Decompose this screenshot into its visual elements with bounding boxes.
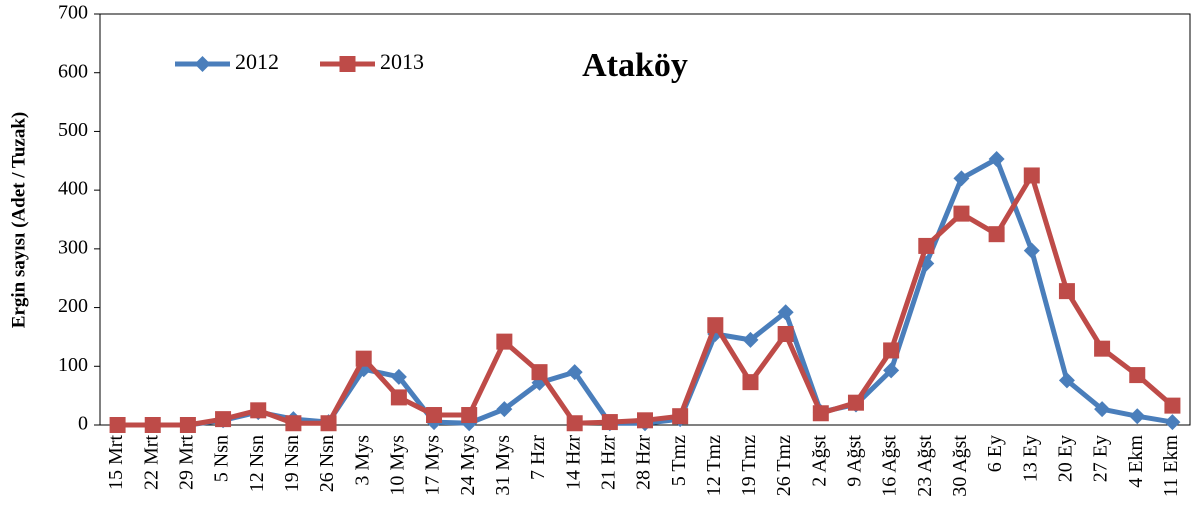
data-point xyxy=(777,325,794,342)
x-tick-label: 2 Ağst xyxy=(808,435,830,487)
x-tick-label: 15 Mrt xyxy=(105,435,127,490)
x-tick-label: 20 Ey xyxy=(1055,435,1077,482)
series-line xyxy=(117,156,1173,428)
x-tick-label: 22 Mrt xyxy=(140,435,162,490)
data-point xyxy=(988,151,1005,168)
x-tick-label: 28 Hzr xyxy=(633,435,655,490)
data-point xyxy=(1023,167,1040,184)
legend-marker xyxy=(339,56,356,72)
data-point xyxy=(918,255,935,272)
x-tick-label: 26 Nsn xyxy=(316,435,338,492)
data-point xyxy=(215,411,232,428)
x-tick-label: 9 Ağst xyxy=(844,435,866,487)
data-point xyxy=(1164,397,1181,414)
data-point xyxy=(742,331,759,348)
data-point xyxy=(847,394,864,411)
x-tick-label: 10 Mys xyxy=(386,435,408,496)
x-tick-label: 12 Nsn xyxy=(246,435,268,492)
x-tick-label: 26 Tmz xyxy=(773,435,795,496)
x-tick-label: 24 Mys xyxy=(457,435,479,496)
x-tick-label: 29 Mrt xyxy=(175,435,197,490)
data-point xyxy=(109,417,126,433)
y-tick-label: 600 xyxy=(58,60,88,82)
data-point xyxy=(496,401,513,418)
x-tick-label: 11 Ekm xyxy=(1160,435,1182,497)
data-point xyxy=(179,417,196,433)
data-point xyxy=(1129,367,1146,384)
data-point xyxy=(426,407,443,424)
data-point xyxy=(531,364,548,381)
data-point xyxy=(1094,401,1111,418)
data-point xyxy=(144,417,161,433)
data-point xyxy=(355,350,372,367)
x-tick-label: 17 Mys xyxy=(422,435,444,496)
series-line xyxy=(117,172,1175,428)
data-point xyxy=(320,415,337,432)
x-tick-label: 14 Hzr xyxy=(562,435,584,490)
y-tick-label: 300 xyxy=(58,236,88,258)
chart-title: Ataköy xyxy=(582,47,688,84)
x-tick-label: 3 Mys xyxy=(351,435,373,486)
data-point xyxy=(637,412,653,429)
x-tick-label: 21 Hzr xyxy=(597,435,619,490)
x-tick-label: 19 Nsn xyxy=(281,435,303,492)
data-point xyxy=(1058,283,1075,300)
data-point xyxy=(953,205,970,222)
x-tick-label: 31 Mys xyxy=(492,435,514,496)
x-tick-label: 27 Ey xyxy=(1090,435,1112,482)
x-tick-label: 5 Tmz xyxy=(668,435,690,486)
data-point xyxy=(742,374,759,391)
data-point xyxy=(1058,372,1075,389)
data-point xyxy=(390,368,407,385)
legend-label: 2012 xyxy=(235,49,279,74)
legend-marker xyxy=(194,56,211,72)
x-tick-label: 13 Ey xyxy=(1019,435,1041,482)
data-point xyxy=(601,414,618,431)
x-tick-label: 19 Tmz xyxy=(738,435,760,496)
y-axis-label: Ergin sayısı (Adet / Tuzak) xyxy=(8,112,29,328)
data-point xyxy=(672,408,689,425)
data-point xyxy=(812,405,829,422)
x-tick-label: 16 Ağst xyxy=(879,435,901,497)
data-point xyxy=(1164,414,1181,431)
y-tick-label: 200 xyxy=(58,295,88,317)
data-point xyxy=(1023,242,1040,259)
y-tick-label: 0 xyxy=(78,413,88,435)
data-point xyxy=(988,226,1005,243)
data-point xyxy=(566,415,583,432)
y-tick-label: 700 xyxy=(58,2,88,24)
data-point xyxy=(496,333,513,350)
y-tick-label: 500 xyxy=(58,119,88,141)
data-point xyxy=(250,402,267,419)
data-point xyxy=(953,170,970,187)
x-tick-label: 6 Ey xyxy=(984,435,1006,472)
x-tick-label: 23 Ağst xyxy=(914,435,936,497)
x-tick-label: 30 Ağst xyxy=(949,435,971,497)
x-tick-label: 5 Nsn xyxy=(211,435,233,482)
data-point xyxy=(1094,340,1111,357)
data-point xyxy=(918,237,935,254)
data-point xyxy=(390,389,407,406)
data-point xyxy=(777,304,794,321)
data-point xyxy=(707,317,724,334)
x-tick-label: 12 Tmz xyxy=(703,435,725,496)
data-point xyxy=(1129,408,1146,425)
y-tick-label: 100 xyxy=(58,354,88,376)
x-tick-label: 4 Ekm xyxy=(1125,435,1147,488)
legend-label: 2013 xyxy=(380,49,424,74)
data-point xyxy=(883,362,900,379)
data-point xyxy=(566,364,583,381)
x-tick-label: 7 Hzr xyxy=(527,435,549,480)
data-point xyxy=(883,342,900,359)
data-point xyxy=(285,415,302,432)
data-point xyxy=(461,407,478,424)
y-tick-label: 400 xyxy=(58,178,88,200)
